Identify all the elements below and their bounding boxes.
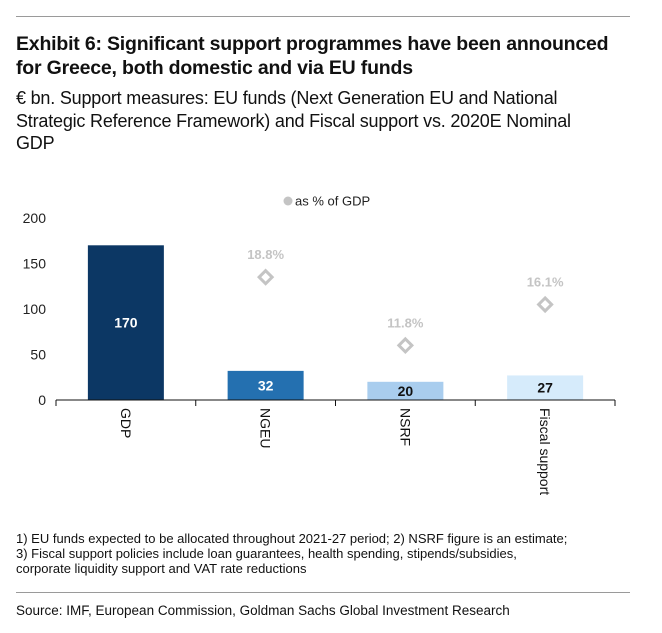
y-tick-label: 0	[38, 392, 46, 408]
bar-chart: as % of GDP 0 50 100 150 200 170 32 20 27 18.8%…	[23, 194, 616, 495]
pct-of-gdp-label: 16.1%	[527, 274, 564, 289]
bar-value-label: 170	[114, 315, 138, 331]
exhibit-subtitle-line-3: GDP	[16, 133, 55, 153]
bar-value-label: 20	[398, 383, 414, 399]
exhibit-subtitle-line-1: € bn. Support measures: EU funds (Next G…	[16, 88, 558, 108]
exhibit-subtitle-line-2: Strategic Reference Framework) and Fisca…	[16, 110, 571, 131]
pct-of-gdp-label: 11.8%	[387, 315, 424, 330]
y-tick-label: 150	[23, 256, 47, 272]
x-category-label: NSRF	[397, 408, 413, 446]
footnotes: 1) EU funds expected to be allocated thr…	[16, 531, 636, 576]
bar-value-label: 32	[258, 377, 274, 393]
pct-of-gdp-marker	[257, 268, 275, 286]
x-category-label: Fiscal support	[537, 408, 553, 495]
chart-legend: as % of GDP	[283, 194, 370, 209]
legend-marker	[283, 196, 293, 206]
source-note: Source: IMF, European Commission, Goldma…	[16, 603, 510, 618]
pct-of-gdp-marker	[536, 295, 554, 314]
pct-of-gdp-label: 18.8%	[247, 247, 284, 262]
top-rule	[16, 16, 630, 17]
exhibit-title: Exhibit 6: Significant support programme…	[16, 32, 636, 80]
x-category-label: NGEU	[258, 408, 274, 448]
y-tick-label: 200	[23, 210, 47, 226]
exhibit-subtitle: € bn. Support measures: EU funds (Next G…	[16, 87, 636, 155]
y-tick-label: 50	[30, 347, 46, 363]
exhibit-title-line-2: for Greece, both domestic and via EU fun…	[16, 57, 413, 79]
bar-value-label: 27	[537, 380, 553, 396]
bars: 170 32 20 27	[87, 245, 584, 400]
x-category-label: GDP	[118, 408, 134, 438]
bar-nsrf	[367, 381, 444, 400]
footnote-line-2: 3) Fiscal support policies include loan …	[16, 546, 517, 561]
y-tick-label: 100	[23, 301, 47, 317]
legend-label: as % of GDP	[295, 194, 370, 209]
y-axis: 0 50 100 150 200	[23, 210, 47, 408]
footnote-line-1: 1) EU funds expected to be allocated thr…	[16, 531, 568, 546]
pct-of-gdp-marker	[396, 336, 414, 355]
footnote-line-3: corporate liquidity support and VAT rate…	[16, 561, 307, 576]
bottom-rule	[16, 592, 630, 593]
bar-gdp	[87, 245, 164, 400]
x-axis: GDP NGEU NSRF Fiscal support	[55, 399, 616, 495]
bar-ngeu	[227, 370, 304, 400]
bar-fiscal-support	[507, 375, 584, 400]
exhibit-title-line-1: Exhibit 6: Significant support programme…	[16, 33, 609, 55]
pct-markers: 18.8% 11.8% 16.1%	[247, 247, 564, 355]
